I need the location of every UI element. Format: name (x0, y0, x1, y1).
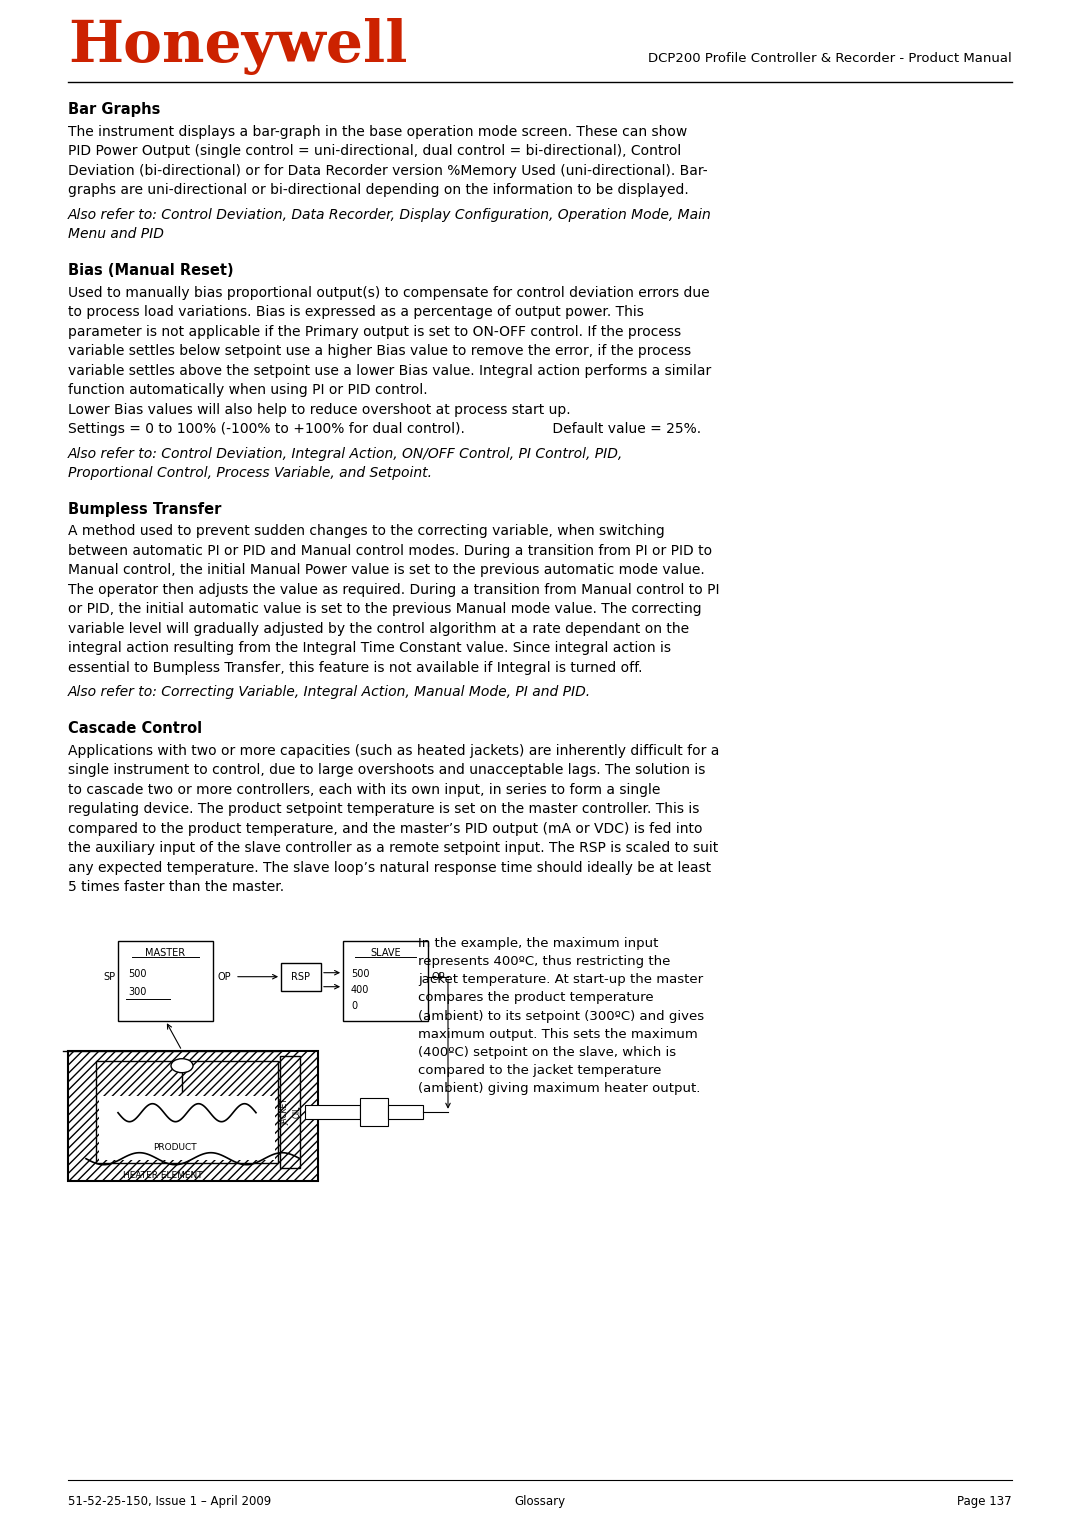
Text: to cascade two or more controllers, each with its own input, in series to form a: to cascade two or more controllers, each… (68, 783, 660, 797)
Text: Applications with two or more capacities (such as heated jackets) are inherently: Applications with two or more capacities… (68, 744, 719, 757)
Text: compared to the jacket temperature: compared to the jacket temperature (418, 1064, 661, 1077)
Text: Bumpless Transfer: Bumpless Transfer (68, 501, 221, 516)
Text: 300: 300 (129, 986, 147, 997)
Bar (99, 1096, 275, 1159)
Text: Glossary: Glossary (514, 1495, 566, 1509)
Text: OP: OP (217, 971, 231, 982)
Text: HEATER ELEMENT: HEATER ELEMENT (123, 1171, 203, 1180)
Text: Menu and PID: Menu and PID (68, 228, 164, 241)
Text: function automatically when using PI or PID control.: function automatically when using PI or … (68, 383, 428, 397)
Text: Bias (Manual Reset): Bias (Manual Reset) (68, 263, 233, 278)
Text: graphs are uni-directional or bi-directional depending on the information to be : graphs are uni-directional or bi-directi… (68, 183, 689, 197)
Bar (68, 1051, 318, 1180)
Text: compared to the product temperature, and the master’s PID output (mA or VDC) is : compared to the product temperature, and… (68, 822, 702, 835)
Bar (343, 941, 428, 1020)
Text: PID Power Output (single control = uni-directional, dual control = bi-directiona: PID Power Output (single control = uni-d… (68, 144, 681, 159)
Text: Bar Graphs: Bar Graphs (68, 102, 160, 118)
Text: to process load variations. Bias is expressed as a percentage of output power. T: to process load variations. Bias is expr… (68, 305, 644, 319)
Bar (96, 1061, 278, 1162)
Bar (118, 941, 213, 1020)
Text: Page 137: Page 137 (957, 1495, 1012, 1509)
Text: maximum output. This sets the maximum: maximum output. This sets the maximum (418, 1028, 698, 1041)
Text: or PID, the initial automatic value is set to the previous Manual mode value. Th: or PID, the initial automatic value is s… (68, 602, 702, 617)
Text: SP: SP (103, 971, 114, 982)
Text: the auxiliary input of the slave controller as a remote setpoint input. The RSP : the auxiliary input of the slave control… (68, 841, 718, 855)
Text: any expected temperature. The slave loop’s natural response time should ideally : any expected temperature. The slave loop… (68, 861, 711, 875)
Text: variable level will gradually adjusted by the control algorithm at a rate depend: variable level will gradually adjusted b… (68, 621, 689, 635)
Text: Deviation (bi-directional) or for Data Recorder version %Memory Used (uni-direct: Deviation (bi-directional) or for Data R… (68, 163, 707, 177)
Bar (360, 1098, 388, 1125)
Text: Manual control, the initial Manual Power value is set to the previous automatic : Manual control, the initial Manual Power… (68, 563, 705, 577)
Text: JACKET: JACKET (281, 1098, 289, 1125)
Bar (281, 962, 321, 991)
Text: integral action resulting from the Integral Time Constant value. Since integral : integral action resulting from the Integ… (68, 641, 671, 655)
Bar (280, 1055, 300, 1168)
Text: jacket temperature. At start-up the master: jacket temperature. At start-up the mast… (418, 973, 703, 986)
Text: compares the product temperature: compares the product temperature (418, 991, 653, 1005)
Text: The instrument displays a bar-graph in the base operation mode screen. These can: The instrument displays a bar-graph in t… (68, 125, 687, 139)
Text: 0: 0 (351, 1000, 357, 1011)
Text: Also refer to: Control Deviation, Integral Action, ON/OFF Control, PI Control, P: Also refer to: Control Deviation, Integr… (68, 446, 623, 461)
Text: Cascade Control: Cascade Control (68, 721, 202, 736)
Text: DCP200 Profile Controller & Recorder - Product Manual: DCP200 Profile Controller & Recorder - P… (648, 52, 1012, 64)
Text: 400: 400 (351, 985, 369, 994)
Text: single instrument to control, due to large overshoots and unacceptable lags. The: single instrument to control, due to lar… (68, 764, 705, 777)
Text: parameter is not applicable if the Primary output is set to ON-OFF control. If t: parameter is not applicable if the Prima… (68, 325, 681, 339)
Text: (ambient) to its setpoint (300ºC) and gives: (ambient) to its setpoint (300ºC) and gi… (418, 1009, 704, 1023)
Text: SLAVE: SLAVE (370, 948, 401, 957)
Text: In the example, the maximum input: In the example, the maximum input (418, 936, 659, 950)
Text: Used to manually bias proportional output(s) to compensate for control deviation: Used to manually bias proportional outpu… (68, 286, 710, 299)
Text: variable settles below setpoint use a higher Bias value to remove the error, if : variable settles below setpoint use a hi… (68, 344, 691, 359)
Text: 5 times faster than the master.: 5 times faster than the master. (68, 880, 284, 895)
Text: A method used to prevent sudden changes to the correcting variable, when switchi: A method used to prevent sudden changes … (68, 524, 665, 539)
Text: between automatic PI or PID and Manual control modes. During a transition from P: between automatic PI or PID and Manual c… (68, 544, 712, 557)
Ellipse shape (171, 1058, 193, 1072)
Text: The operator then adjusts the value as required. During a transition from Manual: The operator then adjusts the value as r… (68, 583, 719, 597)
Text: OP: OP (431, 971, 445, 982)
Text: RSP: RSP (292, 971, 311, 982)
Text: (400ºC) setpoint on the slave, which is: (400ºC) setpoint on the slave, which is (418, 1046, 676, 1058)
Text: essential to Bumpless Transfer, this feature is not available if Integral is tur: essential to Bumpless Transfer, this fea… (68, 661, 643, 675)
Text: Honeywell: Honeywell (68, 18, 407, 75)
Text: Proportional Control, Process Variable, and Setpoint.: Proportional Control, Process Variable, … (68, 466, 432, 479)
Text: represents 400ºC, thus restricting the: represents 400ºC, thus restricting the (418, 954, 671, 968)
Text: 500: 500 (129, 968, 147, 979)
Text: 500: 500 (351, 968, 369, 979)
Text: variable settles above the setpoint use a lower Bias value. Integral action perf: variable settles above the setpoint use … (68, 363, 712, 377)
Text: (ambient) giving maximum heater output.: (ambient) giving maximum heater output. (418, 1083, 700, 1095)
Text: Settings = 0 to 100% (-100% to +100% for dual control).                    Defau: Settings = 0 to 100% (-100% to +100% for… (68, 421, 701, 437)
Text: Also refer to: Correcting Variable, Integral Action, Manual Mode, PI and PID.: Also refer to: Correcting Variable, Inte… (68, 686, 591, 699)
Text: Also refer to: Control Deviation, Data Recorder, Display Configuration, Operatio: Also refer to: Control Deviation, Data R… (68, 208, 712, 221)
Text: MASTER: MASTER (146, 948, 186, 957)
Text: Lower Bias values will also help to reduce overshoot at process start up.: Lower Bias values will also help to redu… (68, 403, 570, 417)
Text: PRODUCT: PRODUCT (153, 1142, 197, 1151)
Text: OIL: OIL (293, 1106, 301, 1118)
Text: 51-52-25-150, Issue 1 – April 2009: 51-52-25-150, Issue 1 – April 2009 (68, 1495, 271, 1509)
Text: regulating device. The product setpoint temperature is set on the master control: regulating device. The product setpoint … (68, 802, 700, 817)
Bar (388, 1104, 423, 1119)
Bar (305, 1104, 360, 1119)
